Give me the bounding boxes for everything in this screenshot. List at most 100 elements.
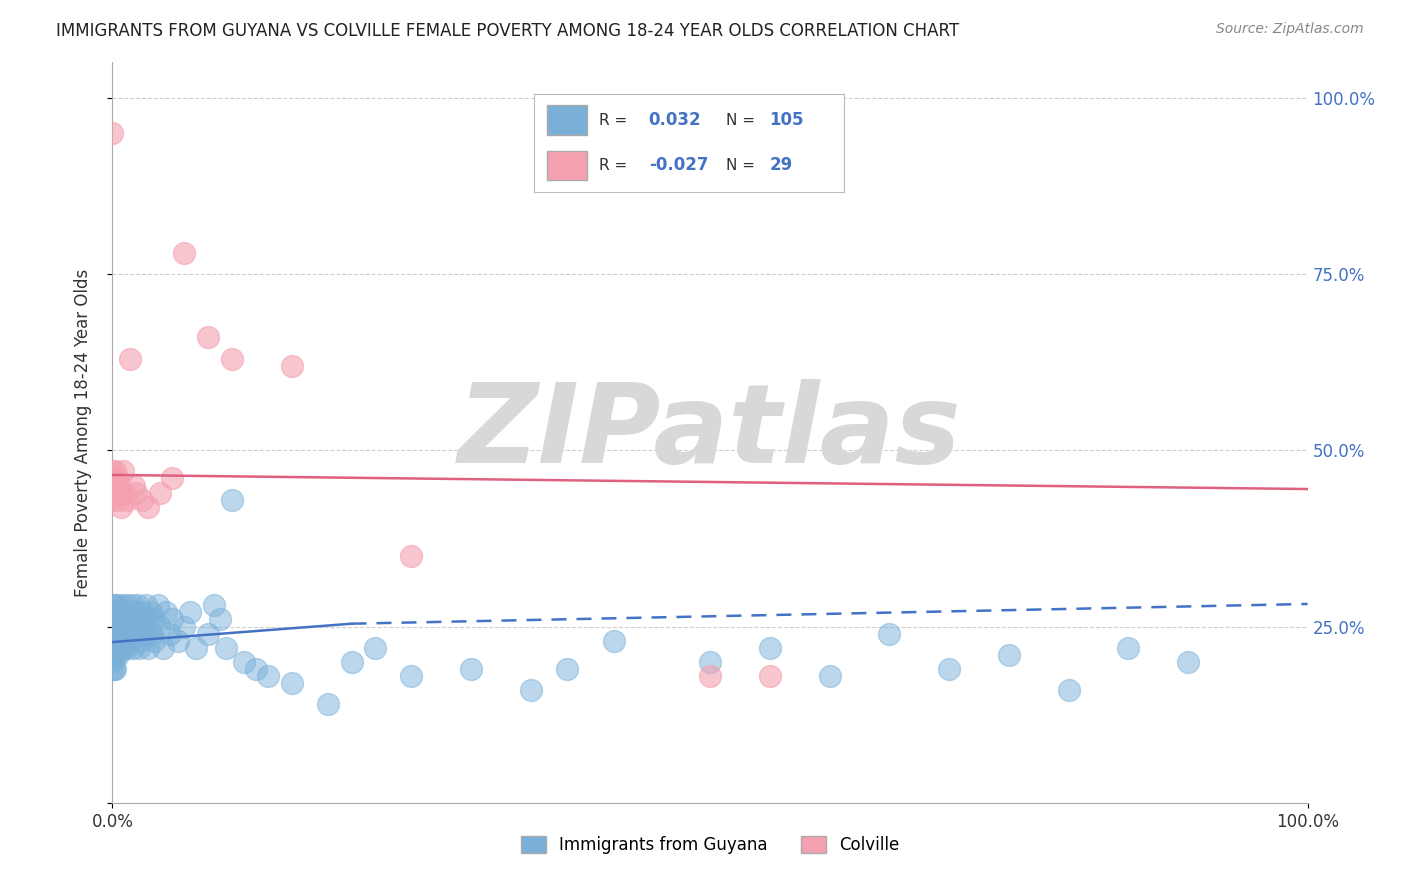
- Point: [152, 640, 174, 655]
- Point: [759, 669, 782, 683]
- Point: [110, 626, 132, 640]
- Point: [121, 599, 143, 613]
- Point: [122, 619, 145, 633]
- Point: [103, 626, 125, 640]
- Point: [104, 662, 127, 676]
- Legend: Immigrants from Guyana, Colville: Immigrants from Guyana, Colville: [515, 830, 905, 861]
- Point: [108, 606, 131, 620]
- Point: [101, 492, 124, 507]
- Point: [134, 612, 156, 626]
- Text: IMMIGRANTS FROM GUYANA VS COLVILLE FEMALE POVERTY AMONG 18-24 YEAR OLDS CORRELAT: IMMIGRANTS FROM GUYANA VS COLVILLE FEMAL…: [56, 22, 959, 40]
- Point: [401, 549, 423, 563]
- Point: [124, 606, 146, 620]
- Point: [103, 619, 125, 633]
- Point: [146, 599, 169, 613]
- Point: [127, 599, 149, 613]
- FancyBboxPatch shape: [547, 151, 586, 180]
- Point: [111, 485, 134, 500]
- Point: [107, 648, 129, 662]
- Text: 29: 29: [769, 156, 793, 174]
- Point: [101, 464, 124, 478]
- Point: [138, 640, 160, 655]
- Point: [162, 612, 183, 626]
- Point: [105, 626, 128, 640]
- Point: [104, 612, 127, 626]
- Point: [179, 606, 201, 620]
- Point: [112, 619, 135, 633]
- Point: [110, 500, 132, 514]
- Point: [209, 612, 232, 626]
- Point: [125, 485, 148, 500]
- Point: [114, 626, 136, 640]
- Point: [233, 655, 256, 669]
- Point: [128, 640, 150, 655]
- Point: [104, 464, 127, 478]
- Point: [603, 633, 626, 648]
- Point: [340, 655, 363, 669]
- Point: [998, 648, 1021, 662]
- Point: [108, 619, 131, 633]
- Point: [202, 599, 225, 613]
- Point: [108, 633, 131, 648]
- Point: [138, 619, 160, 633]
- Point: [105, 619, 128, 633]
- Point: [135, 599, 157, 613]
- Point: [155, 606, 177, 620]
- Text: Source: ZipAtlas.com: Source: ZipAtlas.com: [1216, 22, 1364, 37]
- Point: [281, 676, 304, 690]
- Point: [149, 485, 172, 500]
- FancyBboxPatch shape: [547, 105, 586, 135]
- Point: [149, 619, 172, 633]
- Point: [121, 640, 143, 655]
- Point: [125, 626, 148, 640]
- Point: [105, 633, 128, 648]
- Point: [759, 640, 782, 655]
- Point: [101, 648, 124, 662]
- Point: [103, 471, 125, 485]
- Point: [138, 500, 160, 514]
- Point: [197, 626, 219, 640]
- Point: [129, 619, 152, 633]
- Point: [114, 485, 135, 500]
- Point: [117, 619, 139, 633]
- Point: [103, 648, 125, 662]
- Point: [101, 126, 124, 140]
- Point: [257, 669, 280, 683]
- Point: [818, 669, 841, 683]
- Point: [103, 633, 125, 648]
- Point: [245, 662, 267, 676]
- Point: [316, 697, 339, 711]
- Point: [120, 626, 142, 640]
- Point: [1057, 683, 1080, 698]
- Point: [105, 640, 128, 655]
- Point: [118, 633, 141, 648]
- Point: [141, 626, 163, 640]
- Text: R =: R =: [599, 158, 627, 173]
- Point: [132, 626, 155, 640]
- Point: [107, 612, 129, 626]
- Point: [142, 612, 165, 626]
- Point: [114, 606, 135, 620]
- Text: 105: 105: [769, 112, 804, 129]
- Point: [104, 599, 127, 613]
- Point: [938, 662, 960, 676]
- Point: [879, 626, 901, 640]
- Point: [101, 612, 124, 626]
- Text: ZIPatlas: ZIPatlas: [458, 379, 962, 486]
- Y-axis label: Female Poverty Among 18-24 Year Olds: Female Poverty Among 18-24 Year Olds: [73, 268, 91, 597]
- Text: N =: N =: [725, 112, 755, 128]
- Point: [108, 478, 131, 492]
- Point: [120, 351, 142, 366]
- Point: [120, 612, 142, 626]
- Point: [186, 640, 208, 655]
- Point: [111, 599, 134, 613]
- Point: [110, 640, 132, 655]
- Point: [162, 471, 183, 485]
- Point: [104, 640, 127, 655]
- Text: -0.027: -0.027: [648, 156, 709, 174]
- Point: [101, 640, 124, 655]
- Point: [115, 640, 138, 655]
- Point: [1118, 640, 1140, 655]
- Point: [112, 633, 135, 648]
- Point: [114, 612, 136, 626]
